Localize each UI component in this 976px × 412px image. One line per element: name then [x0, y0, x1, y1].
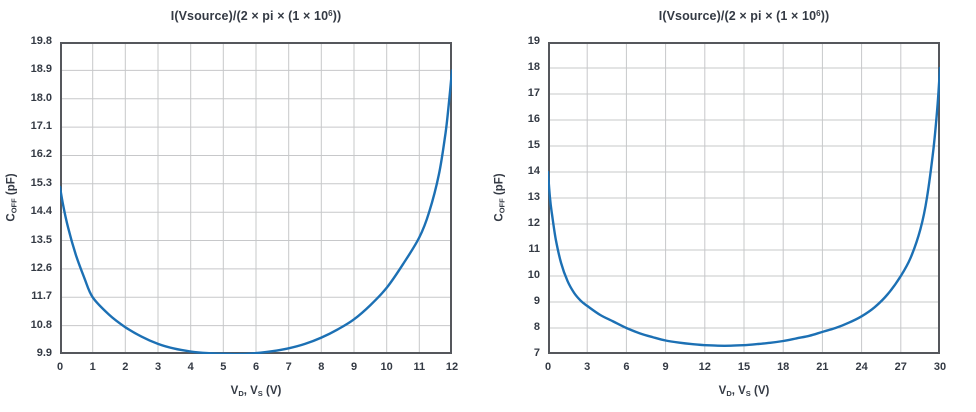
x-tick-label: 24 — [855, 361, 868, 373]
x-axis-label: VD, VS (V) — [60, 385, 452, 398]
x-axis-label-unit: (V) — [262, 385, 282, 397]
grid-lines — [548, 42, 940, 354]
y-tick-label: 19.8 — [30, 35, 52, 47]
x-tick-label: 12 — [698, 361, 711, 373]
y-tick-label: 16 — [527, 113, 540, 125]
x-tick-label: 0 — [56, 361, 64, 373]
x-tick-label: 30 — [933, 361, 947, 373]
y-tick-label: 11.7 — [31, 290, 52, 303]
y-tick-label: 12.6 — [30, 261, 52, 274]
chart-title-close: )) — [332, 9, 342, 23]
x-axis-label-symbol-2: , V — [731, 385, 746, 397]
chart-title-text: I(Vsource)/(2 × pi × (1 × 10 — [658, 9, 817, 23]
chart-title: I(Vsource)/(2 × pi × (1 × 106)) — [548, 9, 940, 23]
x-tick-label: 7 — [285, 361, 292, 373]
x-tick-label: 0 — [544, 361, 552, 373]
y-tick-label: 18 — [527, 61, 540, 73]
chart-title-exponent: 6 — [328, 9, 333, 18]
chart-title-text: I(Vsource)/(2 × pi × (1 × 10 — [170, 9, 329, 23]
y-tick-label: 18.9 — [30, 63, 52, 76]
x-tick-label: 8 — [318, 361, 325, 373]
y-tick-label: 9.9 — [36, 347, 52, 359]
y-tick-label: 17.1 — [30, 120, 52, 133]
x-tick-label: 18 — [777, 361, 790, 373]
x-axis-label-symbol-1: V — [230, 385, 239, 397]
x-axis-label-subscript-2: S — [257, 389, 263, 398]
x-axis-label-subscript-2: S — [745, 389, 751, 398]
x-tick-label: 4 — [187, 361, 194, 373]
grid-lines — [60, 42, 452, 354]
y-tick-label: 19 — [527, 35, 540, 47]
x-axis-label-unit: (V) — [750, 385, 770, 397]
plot-area — [60, 42, 452, 354]
y-tick-label: 14 — [527, 165, 540, 177]
y-tick-label: 16.2 — [30, 148, 52, 161]
chart-title-close: )) — [820, 9, 830, 23]
y-tick-label: 15 — [527, 139, 540, 151]
y-tick-label: 10.8 — [30, 318, 52, 331]
x-tick-label: 27 — [894, 361, 907, 373]
chart-coff-30v: I(Vsource)/(2 × pi × (1 × 106)) COFF (pF… — [488, 0, 976, 412]
y-tick-label: 13 — [527, 191, 540, 203]
x-axis-label-subscript-1: D — [238, 389, 244, 398]
x-tick-label: 10 — [380, 361, 393, 373]
coff-curve — [60, 69, 452, 354]
y-tick-label: 14.4 — [30, 205, 52, 218]
y-tick-label: 18.0 — [30, 91, 52, 104]
chart-title: I(Vsource)/(2 × pi × (1 × 106)) — [60, 9, 452, 23]
x-tick-label: 3 — [584, 361, 591, 373]
y-tick-label: 9 — [533, 295, 540, 307]
x-tick-label: 15 — [737, 361, 751, 373]
x-tick-label: 9 — [662, 361, 669, 373]
y-tick-label: 12 — [527, 217, 540, 229]
x-tick-label: 6 — [252, 361, 260, 373]
x-tick-label: 3 — [154, 361, 162, 373]
x-axis-label-symbol-1: V — [718, 385, 727, 397]
plot-area — [548, 42, 940, 354]
chart-coff-12v: I(Vsource)/(2 × pi × (1 × 106)) COFF (pF… — [6, 9, 459, 398]
x-tick-label: 1 — [89, 361, 96, 373]
x-tick-label: 11 — [413, 361, 426, 373]
x-tick-label: 5 — [220, 361, 227, 373]
x-tick-label: 12 — [445, 361, 459, 373]
y-tick-label: 8 — [533, 321, 540, 333]
x-tick-label: 6 — [623, 361, 630, 373]
y-tick-label: 7 — [533, 347, 540, 359]
x-axis-label-symbol-2: , V — [243, 385, 258, 397]
x-axis-label: VD, VS (V) — [548, 385, 940, 398]
x-tick-label: 9 — [350, 361, 358, 373]
chart-title-exponent: 6 — [816, 9, 821, 18]
x-axis-label-subscript-1: D — [726, 389, 732, 398]
y-tick-label: 11 — [528, 243, 540, 255]
y-tick-label: 17 — [527, 87, 540, 99]
y-tick-label: 13.5 — [30, 233, 52, 246]
x-tick-label: 21 — [816, 361, 829, 373]
y-tick-label: 15.3 — [30, 176, 52, 189]
x-tick-label: 2 — [122, 361, 129, 373]
y-tick-label: 10 — [527, 269, 540, 281]
coff-curve — [548, 66, 940, 347]
